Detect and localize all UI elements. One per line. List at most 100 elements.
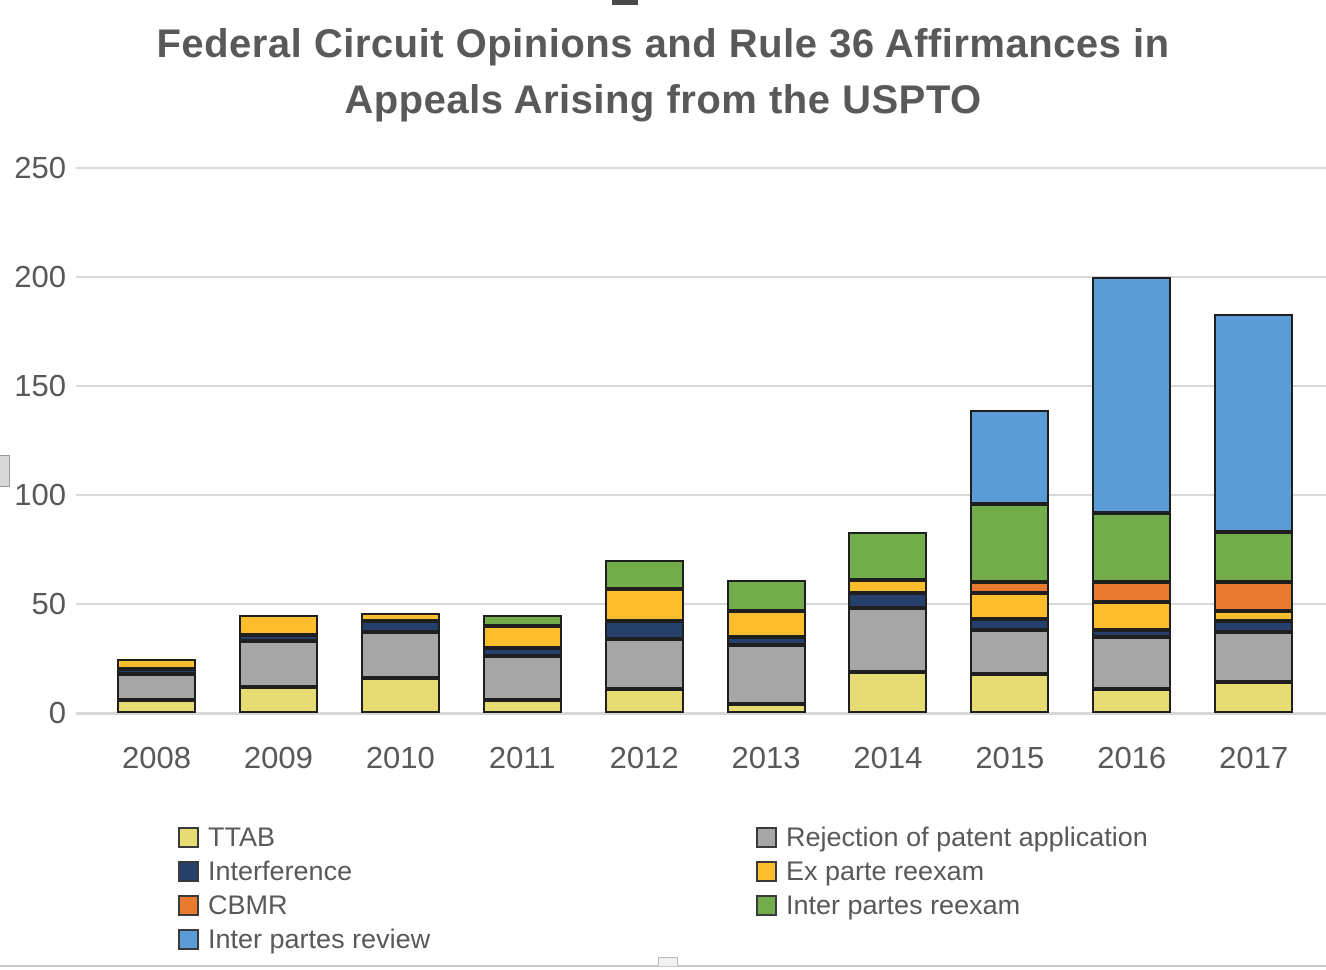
legend-swatch-rejection-of-patent-application — [756, 826, 777, 848]
bar-2008 — [117, 658, 196, 713]
bar-2015 — [970, 410, 1050, 713]
bar-segment-interference — [726, 636, 806, 646]
bar-segment-interference — [1092, 630, 1172, 637]
bar-segment-cbmr — [970, 582, 1050, 594]
bar-segment-interference — [1214, 621, 1294, 633]
bar-segment-interference — [238, 634, 318, 642]
legend-label: Inter partes reexam — [786, 889, 1021, 920]
legend-column-left: TTAB Interference CBMR Inter partes review — [178, 820, 430, 956]
x-axis-tick-label: 2015 — [975, 740, 1045, 775]
bar-segment-ttab — [1092, 689, 1172, 713]
bar-segment-inter-partes-review — [1092, 277, 1172, 513]
bar-segment-ttab — [117, 699, 196, 713]
legend-label: Ex parte reexam — [786, 855, 985, 886]
bar-segment-ttab — [726, 704, 806, 713]
y-axis-tick-label: 50 — [31, 586, 66, 621]
gridline-250 — [76, 167, 1326, 169]
bar-segment-rejection-of-patent-application — [970, 630, 1050, 674]
bar-segment-inter-partes-reexam — [604, 560, 684, 589]
bar-segment-ex-parte-reexam — [360, 612, 440, 622]
bar-segment-inter-partes-review — [1214, 314, 1294, 533]
bar-segment-rejection-of-patent-application — [848, 608, 928, 672]
bar-segment-ex-parte-reexam — [970, 593, 1050, 620]
x-axis-tick-label: 2017 — [1219, 740, 1289, 775]
bar-segment-ttab — [970, 673, 1050, 713]
bar-segment-interference — [848, 593, 928, 609]
clipped-object-left — [0, 455, 10, 487]
bar-segment-ex-parte-reexam — [117, 658, 196, 670]
bar-2010 — [360, 612, 440, 713]
bar-segment-inter-partes-reexam — [1092, 512, 1172, 583]
legend-item-rejection-of-patent-application: Rejection of patent application — [756, 820, 1148, 854]
bar-segment-ttab — [360, 678, 440, 713]
bar-segment-cbmr — [1092, 582, 1172, 602]
bar-segment-ttab — [604, 689, 684, 713]
legend-swatch-interference — [178, 860, 199, 882]
chart-title: Federal Circuit Opinions and Rule 36 Aff… — [0, 16, 1326, 128]
bar-segment-cbmr — [1214, 582, 1294, 611]
chart-title-line2: Appeals Arising from the USPTO — [344, 78, 982, 122]
x-axis-tick-label: 2008 — [122, 740, 191, 775]
bar-segment-ex-parte-reexam — [1214, 610, 1294, 622]
gridline-50 — [76, 603, 1326, 605]
bar-segment-rejection-of-patent-application — [1214, 632, 1294, 683]
bar-segment-ex-parte-reexam — [238, 614, 318, 635]
x-axis-line — [76, 712, 1326, 715]
legend-item-ttab: TTAB — [178, 820, 430, 854]
y-axis-tick-label: 0 — [48, 695, 66, 730]
bar-segment-ex-parte-reexam — [1092, 601, 1172, 631]
legend-item-interference: Interference — [178, 854, 430, 888]
pane-divider-handle[interactable] — [658, 957, 678, 966]
bar-segment-rejection-of-patent-application — [360, 632, 440, 679]
bar-segment-ex-parte-reexam — [848, 580, 928, 594]
gridline-150 — [76, 385, 1326, 387]
bar-segment-inter-partes-review — [970, 410, 1050, 504]
y-axis-tick-label: 150 — [14, 368, 66, 403]
bar-segment-ex-parte-reexam — [726, 610, 806, 637]
bar-segment-inter-partes-reexam — [726, 580, 806, 611]
bar-2011 — [482, 614, 562, 713]
bar-segment-interference — [117, 669, 196, 674]
bar-2009 — [238, 614, 318, 713]
x-axis-tick-label: 2016 — [1097, 740, 1167, 775]
bar-segment-ttab — [848, 671, 928, 713]
bar-segment-rejection-of-patent-application — [726, 645, 806, 705]
x-axis-tick-label: 2014 — [853, 740, 923, 775]
pane-divider — [0, 965, 1326, 967]
legend-item-cbmr: CBMR — [178, 888, 430, 922]
bar-segment-ttab — [482, 699, 562, 713]
legend-swatch-inter-partes-review — [178, 928, 199, 950]
bar-segment-ttab — [238, 686, 318, 713]
x-axis-tick-label: 2010 — [365, 740, 435, 775]
bar-segment-ttab — [1214, 682, 1294, 713]
legend-item-inter-partes-reexam: Inter partes reexam — [756, 888, 1148, 922]
bar-2013 — [726, 580, 806, 713]
legend-label: Interference — [208, 855, 353, 886]
legend-swatch-ex-parte-reexam — [756, 860, 777, 882]
bar-segment-inter-partes-reexam — [848, 532, 928, 581]
bar-segment-rejection-of-patent-application — [1092, 636, 1172, 690]
gridline-200 — [76, 276, 1326, 278]
y-axis-tick-label: 100 — [14, 477, 66, 512]
y-axis-tick-label: 250 — [14, 150, 66, 185]
bar-segment-rejection-of-patent-application — [117, 673, 196, 700]
bar-2012 — [604, 560, 684, 713]
bar-segment-interference — [360, 621, 440, 633]
legend-label: CBMR — [208, 889, 288, 920]
clipped-object-top — [612, 0, 638, 5]
bar-segment-ex-parte-reexam — [604, 588, 684, 622]
legend-swatch-cbmr — [178, 894, 199, 916]
y-axis-tick-label: 200 — [14, 259, 66, 294]
bar-segment-interference — [482, 647, 562, 657]
x-axis-tick-label: 2011 — [488, 740, 556, 775]
bar-segment-interference — [604, 621, 684, 639]
x-axis-tick-label: 2012 — [609, 740, 679, 775]
legend-label: Inter partes review — [208, 923, 431, 954]
legend-item-ex-parte-reexam: Ex parte reexam — [756, 854, 1148, 888]
bar-segment-interference — [970, 619, 1050, 631]
legend-label: Rejection of patent application — [786, 821, 1148, 852]
legend-label: TTAB — [208, 821, 275, 852]
bar-segment-inter-partes-reexam — [482, 614, 562, 626]
bar-segment-inter-partes-reexam — [1214, 532, 1294, 583]
